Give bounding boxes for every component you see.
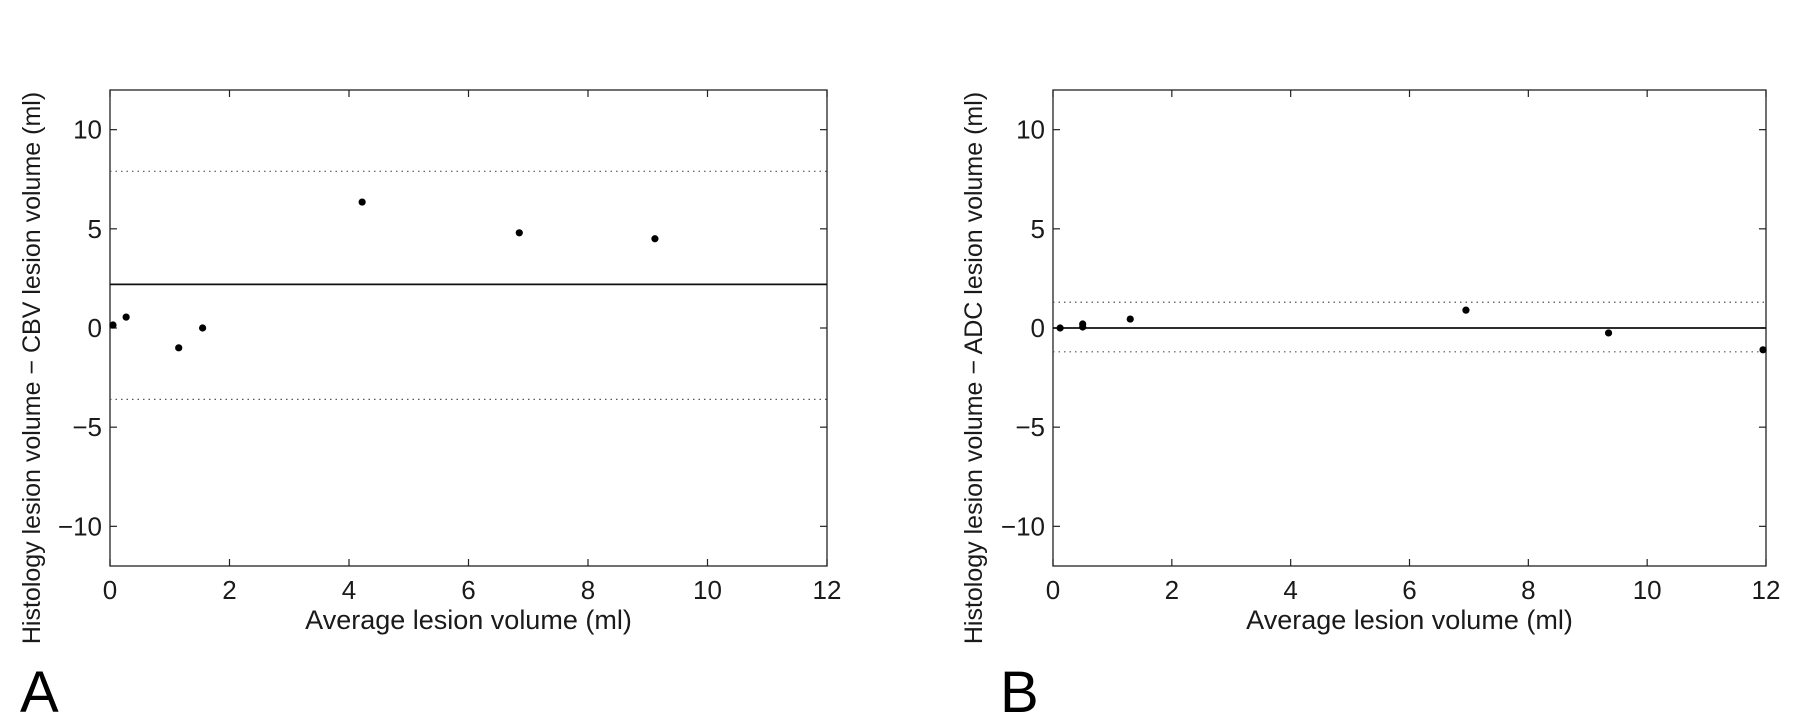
x-tick-label: 2 bbox=[222, 575, 236, 605]
data-point bbox=[175, 344, 183, 352]
x-tick-label: 10 bbox=[693, 575, 722, 605]
x-tick-label: 2 bbox=[1165, 575, 1179, 605]
data-point bbox=[358, 198, 366, 206]
data-point bbox=[515, 229, 523, 237]
x-axis-label: Average lesion volume (ml) bbox=[1246, 605, 1573, 635]
plot-frame bbox=[109, 89, 828, 567]
data-point bbox=[122, 313, 130, 321]
x-tick-label: 0 bbox=[1046, 575, 1060, 605]
x-tick-label: 8 bbox=[581, 575, 595, 605]
chart-panel-a: 0 2 4 6 8 10 12 −10 −5 0 5 10 Average lesion volume … bbox=[18, 89, 842, 725]
x-tick-label: 10 bbox=[1633, 575, 1662, 605]
x-tick-label: 8 bbox=[1521, 575, 1535, 605]
data-point bbox=[1462, 306, 1470, 314]
y-axis-label: Histology lesion volume − ADC lesion vol… bbox=[960, 92, 988, 644]
data-point bbox=[1056, 324, 1064, 332]
x-tick-label: 12 bbox=[1752, 575, 1781, 605]
x-tick-label: 12 bbox=[813, 575, 842, 605]
data-point bbox=[1604, 329, 1613, 337]
data-point bbox=[199, 324, 207, 332]
y-tick-label: −5 bbox=[72, 412, 102, 442]
data-point bbox=[1079, 320, 1087, 328]
x-tick-label: 6 bbox=[1402, 575, 1416, 605]
data-point bbox=[1759, 346, 1767, 354]
y-tick-label: −5 bbox=[1015, 412, 1045, 442]
panel-letter: A bbox=[20, 660, 59, 725]
y-tick-label: 10 bbox=[1016, 115, 1045, 145]
y-tick-label: −10 bbox=[1001, 511, 1045, 541]
x-axis-label: Average lesion volume (ml) bbox=[305, 605, 632, 635]
x-tick-label: 0 bbox=[103, 575, 117, 605]
y-tick-label: 5 bbox=[1031, 214, 1045, 244]
y-tick-label: 10 bbox=[73, 115, 102, 145]
y-tick-label: 0 bbox=[1031, 313, 1045, 343]
x-tick-label: 6 bbox=[461, 575, 475, 605]
x-tick-label: 4 bbox=[342, 575, 356, 605]
data-point bbox=[109, 321, 117, 329]
y-axis-label: Histology lesion volume − CBV lesion vol… bbox=[18, 92, 46, 644]
chart-panel-b: 0 2 4 6 8 10 12 −10 −5 0 5 10 Average lesion volume … bbox=[960, 89, 1781, 725]
data-point bbox=[1126, 315, 1134, 323]
data-point bbox=[651, 235, 659, 243]
y-tick-label: 5 bbox=[88, 214, 102, 244]
panel-letter: B bbox=[1000, 660, 1039, 725]
y-tick-label: −10 bbox=[58, 511, 102, 541]
y-tick-label: 0 bbox=[88, 313, 102, 343]
x-tick-label: 4 bbox=[1283, 575, 1297, 605]
